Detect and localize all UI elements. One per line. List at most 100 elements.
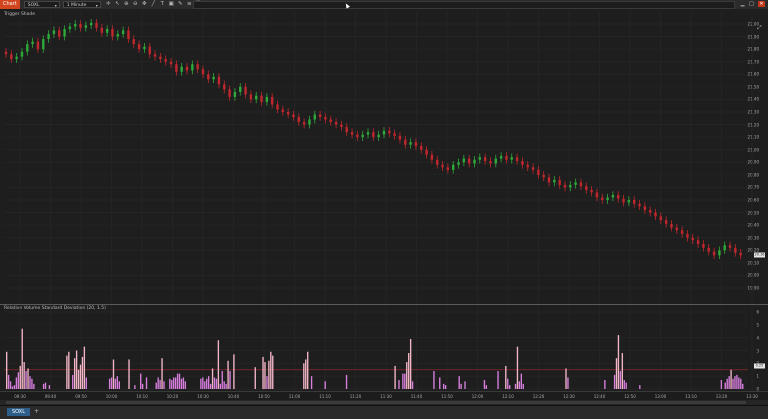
candle-body bbox=[95, 22, 98, 28]
drawing-icon[interactable]: ✎ bbox=[177, 1, 183, 7]
volume-bar bbox=[736, 374, 738, 389]
add-tab-button[interactable]: + bbox=[34, 408, 40, 415]
time-axis-label: 13:30 bbox=[746, 394, 758, 399]
candle-body bbox=[579, 182, 583, 187]
time-axis-label: 11:50 bbox=[441, 394, 453, 399]
close-icon[interactable]: ✕ bbox=[758, 1, 765, 7]
candle-body bbox=[569, 184, 572, 188]
volume-bar bbox=[509, 385, 511, 389]
time-axis-label: 12:10 bbox=[502, 394, 514, 399]
minimize-icon[interactable]: ▁ bbox=[740, 1, 745, 7]
chart-tab[interactable]: Chart bbox=[0, 0, 20, 9]
candle-body bbox=[244, 86, 247, 95]
volume-bar bbox=[200, 378, 202, 389]
volume-bar bbox=[734, 376, 736, 389]
instrument-search-bar[interactable] bbox=[193, 1, 735, 9]
chart-scrollbar[interactable] bbox=[0, 400, 768, 405]
candle-body bbox=[473, 159, 476, 164]
price-axis-label: 20.20 bbox=[747, 247, 759, 253]
volume-bar bbox=[206, 378, 208, 389]
volume-bar bbox=[464, 381, 466, 389]
volume-bar bbox=[483, 380, 486, 389]
candle-body bbox=[153, 54, 157, 57]
volume-bar bbox=[68, 351, 70, 389]
candle-body bbox=[47, 34, 50, 40]
properties-icon[interactable]: ≡ bbox=[186, 1, 192, 7]
pan-icon[interactable]: ✥ bbox=[141, 1, 147, 7]
volume-bar bbox=[11, 386, 14, 389]
volume-bar bbox=[33, 383, 35, 389]
candle-body bbox=[180, 66, 183, 72]
panel-divider[interactable] bbox=[0, 304, 768, 305]
volume-bar bbox=[254, 367, 256, 389]
time-axis-label: 11:20 bbox=[349, 394, 362, 399]
volume-bar bbox=[303, 363, 305, 389]
time-axis-label: 11:00 bbox=[288, 394, 301, 399]
time-axis-label: 12:50 bbox=[624, 394, 636, 399]
volume-bar bbox=[567, 377, 569, 389]
candle-body bbox=[302, 122, 306, 125]
price-axis-label: 20.00 bbox=[747, 272, 759, 278]
volume-bar bbox=[128, 359, 130, 389]
candle-body bbox=[350, 132, 354, 135]
volume-bar bbox=[522, 383, 524, 389]
volume-bar bbox=[83, 346, 86, 389]
candle-body bbox=[739, 252, 742, 256]
volume-bar bbox=[613, 374, 616, 389]
volume-bar bbox=[75, 350, 78, 389]
zoom-in-icon[interactable]: ⊕ bbox=[123, 1, 129, 7]
price-axis-label: 21.70 bbox=[747, 59, 759, 65]
interval-dropdown[interactable]: 1 Minute ▾ bbox=[62, 1, 101, 8]
candle-body bbox=[63, 29, 66, 37]
candle-body bbox=[680, 230, 684, 234]
candle-body bbox=[127, 30, 130, 40]
candle-body bbox=[382, 130, 386, 135]
candle-body bbox=[446, 167, 450, 170]
volume-bar bbox=[23, 362, 25, 389]
price-axis-label: 19.90 bbox=[747, 285, 759, 291]
scroll-thumb[interactable] bbox=[6, 401, 746, 404]
volume-bar bbox=[724, 382, 726, 389]
scale-expand-icon[interactable]: ⤢ bbox=[757, 25, 762, 31]
candle-body bbox=[547, 177, 551, 183]
crosshair-icon[interactable]: ✛ bbox=[105, 1, 111, 7]
volume-bar bbox=[21, 328, 23, 389]
volume-bar bbox=[81, 356, 84, 389]
volume-bar bbox=[174, 377, 177, 389]
volume-bar bbox=[225, 383, 227, 389]
volume-bar bbox=[213, 377, 216, 389]
volume-bar bbox=[485, 385, 488, 389]
price-axis-label: 21.30 bbox=[747, 109, 759, 115]
symbol-dropdown[interactable]: SOXL ▾ bbox=[23, 1, 60, 8]
candle-body bbox=[483, 157, 487, 162]
volume-bar bbox=[223, 381, 225, 389]
volume-bar bbox=[207, 376, 210, 389]
lock-icon[interactable]: ▣ bbox=[168, 1, 174, 7]
candle-body bbox=[255, 95, 258, 100]
indicator-axis-label: 0 bbox=[756, 386, 759, 392]
volume-bar bbox=[114, 378, 117, 389]
indicator-axis-label: 3 bbox=[756, 348, 759, 353]
volume-bar bbox=[458, 376, 460, 389]
candle-body bbox=[74, 24, 77, 27]
candle-body bbox=[372, 132, 375, 138]
tab-soxl[interactable]: SOXL bbox=[7, 408, 31, 416]
draw-line-icon[interactable]: ╱ bbox=[151, 1, 155, 7]
volume-bar bbox=[726, 378, 728, 389]
time-axis-label: 12:20 bbox=[532, 394, 545, 399]
text-icon[interactable]: T bbox=[160, 1, 164, 7]
indicator-panel[interactable]: Relative Volume Standard Deviation (20, … bbox=[0, 305, 768, 391]
volume-bar bbox=[79, 364, 82, 389]
volume-bar bbox=[182, 377, 185, 389]
maximize-icon[interactable]: □ bbox=[749, 1, 754, 7]
candle-body bbox=[531, 167, 535, 170]
price-axis-label: 20.90 bbox=[747, 159, 759, 165]
price-panel[interactable]: Trigger Shade 22.00 21.90 21.80 21.70 21.60 2… bbox=[0, 9, 768, 304]
candle-body bbox=[52, 30, 56, 35]
cursor-icon[interactable]: ↖ bbox=[114, 1, 120, 7]
candle-body bbox=[143, 46, 146, 50]
volume-bar bbox=[565, 368, 567, 389]
candle-body bbox=[308, 119, 311, 125]
zoom-out-icon[interactable]: ⊖ bbox=[132, 1, 138, 7]
